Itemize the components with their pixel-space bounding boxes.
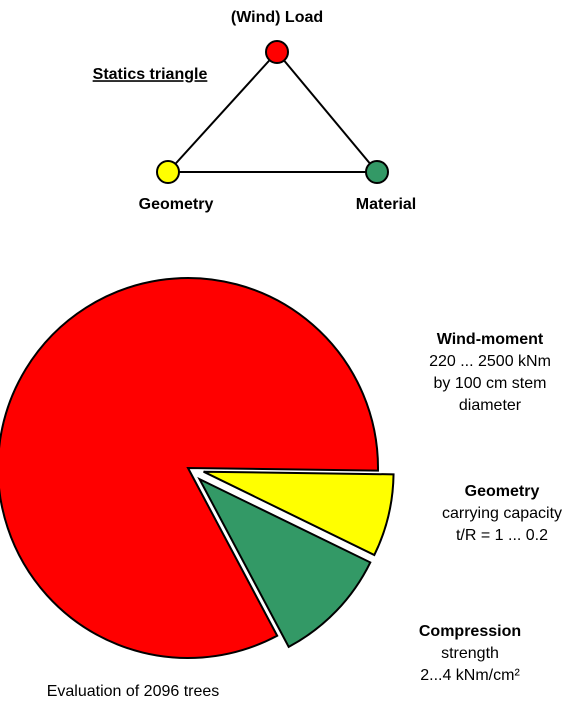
- slice-description: t/R = 1 ... 0.2: [456, 527, 548, 544]
- pie-slice: [197, 476, 372, 649]
- slice-label: Wind-moment: [437, 331, 544, 348]
- edge: [167, 51, 278, 173]
- slice-description: diameter: [459, 397, 522, 414]
- node-label: Material: [356, 196, 416, 213]
- slice-description: strength: [441, 645, 499, 662]
- triangle-title: Statics triangle: [93, 66, 208, 83]
- slice-label: Compression: [419, 623, 521, 640]
- slice-description: 2...4 kNm/cm²: [420, 667, 520, 684]
- slice-description: 220 ... 2500 kNm: [429, 353, 551, 370]
- pie-slice: [203, 470, 395, 557]
- caption: Evaluation of 2096 trees: [47, 683, 220, 700]
- slice-description: carrying capacity: [442, 505, 562, 522]
- edge: [276, 51, 378, 173]
- node: [156, 160, 180, 184]
- pie-slice: [0, 277, 379, 659]
- slice-label: Geometry: [465, 483, 540, 500]
- slice-description: by 100 cm stem: [434, 375, 547, 392]
- node: [265, 40, 289, 64]
- node-label: Geometry: [139, 196, 214, 213]
- node-label: (Wind) Load: [231, 9, 323, 26]
- node: [365, 160, 389, 184]
